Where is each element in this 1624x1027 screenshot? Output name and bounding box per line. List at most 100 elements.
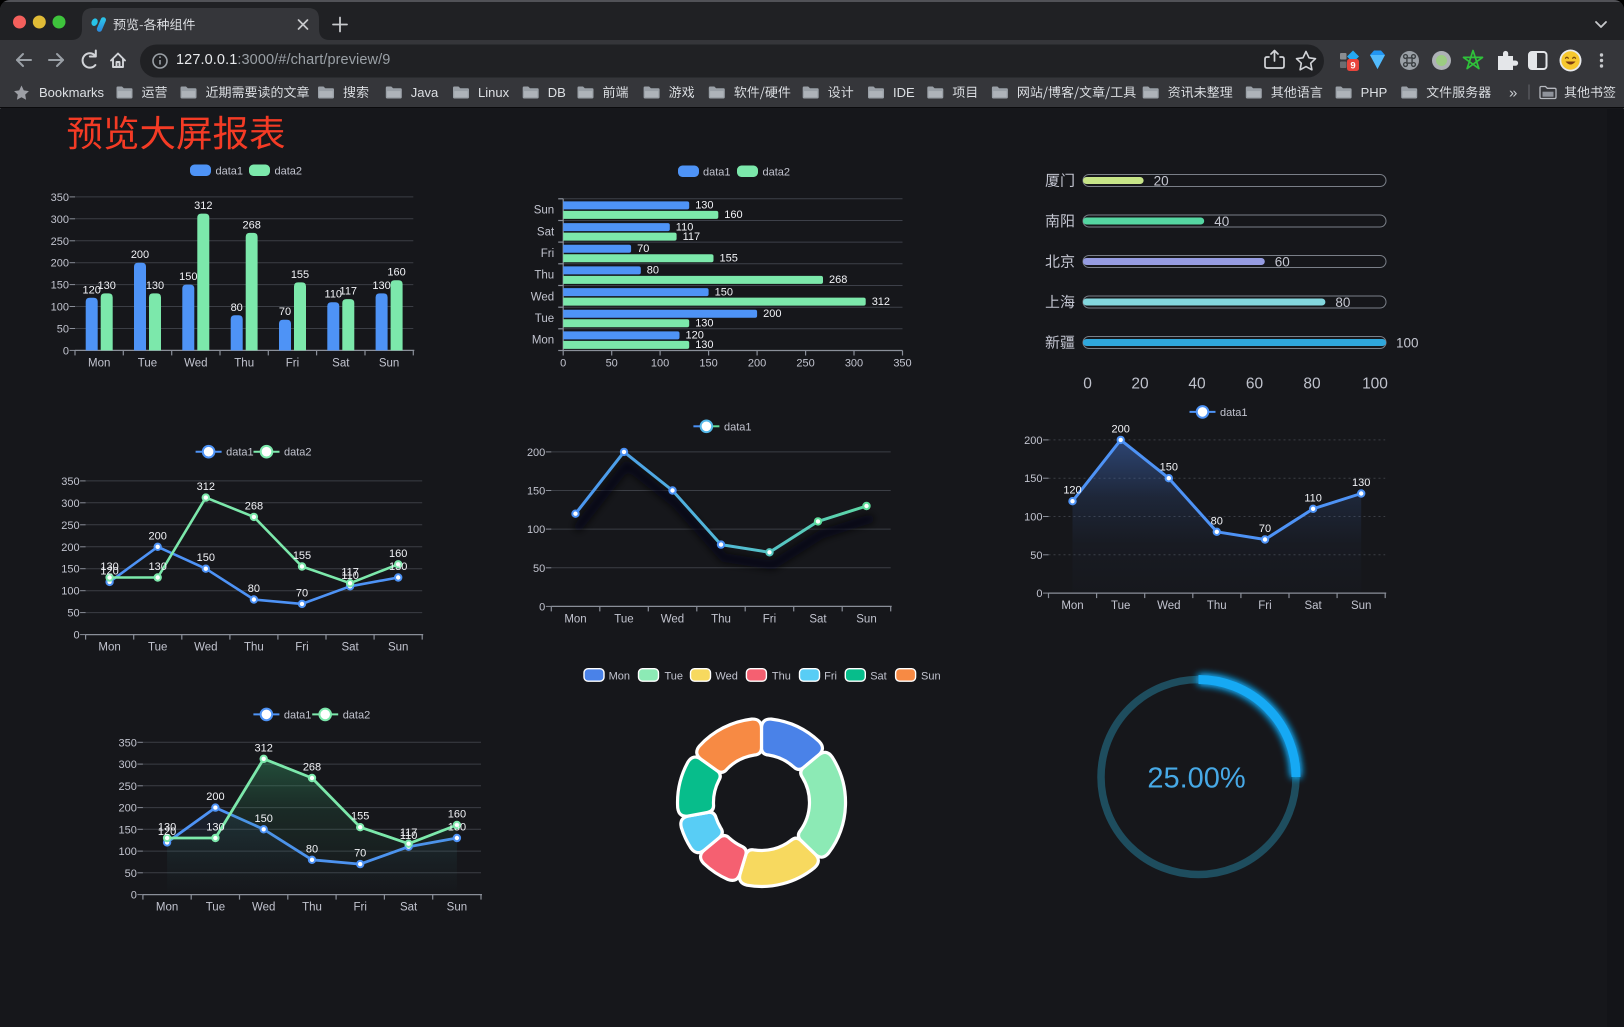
svg-text:Sun: Sun <box>534 205 554 217</box>
svg-text:data2: data2 <box>284 447 312 459</box>
svg-text:50: 50 <box>606 358 618 370</box>
svg-text:200: 200 <box>61 542 79 554</box>
svg-text:100: 100 <box>1396 336 1419 351</box>
svg-text:130: 130 <box>206 822 224 834</box>
svg-text:120: 120 <box>158 826 176 838</box>
svg-text:Sat: Sat <box>400 902 418 914</box>
svg-text:312: 312 <box>197 481 215 493</box>
svg-text:100: 100 <box>651 358 669 370</box>
svg-text:160: 160 <box>389 548 407 560</box>
svg-text:50: 50 <box>125 868 137 880</box>
svg-text:Sat: Sat <box>809 613 827 625</box>
svg-text:130: 130 <box>146 280 164 292</box>
svg-text:0: 0 <box>1083 376 1092 393</box>
svg-text:130: 130 <box>1352 477 1370 489</box>
svg-text:350: 350 <box>119 737 137 749</box>
svg-text:Fri: Fri <box>295 642 308 654</box>
svg-text:Thu: Thu <box>711 613 731 625</box>
svg-text:70: 70 <box>279 306 291 318</box>
svg-text:110: 110 <box>676 221 694 233</box>
svg-text:200: 200 <box>748 358 766 370</box>
svg-text:Java: Java <box>411 85 439 100</box>
svg-text:data1: data1 <box>226 447 254 459</box>
svg-text:Thu: Thu <box>772 670 791 682</box>
svg-text:PHP: PHP <box>1361 85 1388 100</box>
svg-text:Tue: Tue <box>148 642 167 654</box>
svg-text:data2: data2 <box>275 166 303 178</box>
svg-text:Thu: Thu <box>302 902 322 914</box>
svg-text:70: 70 <box>637 243 649 255</box>
svg-text:DB: DB <box>548 85 566 100</box>
svg-text:Sun: Sun <box>447 902 467 914</box>
svg-text:Bookmarks: Bookmarks <box>39 85 105 100</box>
svg-text:Sun: Sun <box>921 670 941 682</box>
svg-text:130: 130 <box>372 280 390 292</box>
svg-text:300: 300 <box>51 214 69 226</box>
svg-text:150: 150 <box>715 286 733 298</box>
svg-text:200: 200 <box>1112 423 1130 435</box>
svg-text:150: 150 <box>255 813 273 825</box>
svg-text:155: 155 <box>720 252 738 264</box>
svg-text:250: 250 <box>61 520 79 532</box>
svg-text:350: 350 <box>51 192 69 204</box>
svg-text:80: 80 <box>231 302 243 314</box>
svg-text:150: 150 <box>179 271 197 283</box>
svg-text:40: 40 <box>1214 214 1229 229</box>
svg-text:268: 268 <box>243 219 261 231</box>
svg-text:Tue: Tue <box>665 670 684 682</box>
svg-text:20: 20 <box>1154 174 1169 189</box>
svg-text:0: 0 <box>73 630 79 642</box>
svg-text:155: 155 <box>291 269 309 281</box>
svg-text:Sun: Sun <box>856 613 876 625</box>
svg-text:0: 0 <box>63 345 69 357</box>
svg-text:Tue: Tue <box>138 357 157 369</box>
svg-text:0: 0 <box>1036 588 1042 600</box>
svg-text:130: 130 <box>158 822 176 834</box>
svg-text:Sun: Sun <box>388 642 408 654</box>
svg-text:Mon: Mon <box>98 642 120 654</box>
svg-text:150: 150 <box>699 358 717 370</box>
svg-text:40: 40 <box>1188 376 1206 393</box>
svg-text:110: 110 <box>400 830 418 842</box>
svg-text:Mon: Mon <box>532 335 554 347</box>
svg-text:155: 155 <box>351 811 369 823</box>
svg-text:Thu: Thu <box>1207 600 1227 612</box>
svg-text:200: 200 <box>131 249 149 261</box>
svg-text:Mon: Mon <box>564 613 586 625</box>
svg-text:Sat: Sat <box>537 226 555 238</box>
svg-text:117: 117 <box>683 231 701 243</box>
svg-text:Sat: Sat <box>341 642 359 654</box>
svg-text:100: 100 <box>51 302 69 314</box>
svg-text:110: 110 <box>325 289 343 301</box>
svg-text:80: 80 <box>306 843 318 855</box>
svg-text:150: 150 <box>119 824 137 836</box>
svg-text:0: 0 <box>560 358 566 370</box>
svg-text:250: 250 <box>796 358 814 370</box>
svg-text:Fri: Fri <box>824 670 837 682</box>
svg-text:300: 300 <box>845 358 863 370</box>
svg-text:data1: data1 <box>284 709 312 721</box>
svg-text:250: 250 <box>119 781 137 793</box>
svg-text:200: 200 <box>1024 435 1042 447</box>
svg-text:130: 130 <box>695 339 713 351</box>
svg-text:Fri: Fri <box>1258 600 1271 612</box>
svg-text:130: 130 <box>389 561 407 573</box>
svg-text:150: 150 <box>527 486 545 498</box>
svg-text:268: 268 <box>303 762 321 774</box>
svg-text:130: 130 <box>149 561 167 573</box>
svg-text:Mon: Mon <box>1061 600 1083 612</box>
svg-text:50: 50 <box>57 324 69 336</box>
svg-text:200: 200 <box>149 530 167 542</box>
svg-text:Sat: Sat <box>870 670 887 682</box>
svg-text:50: 50 <box>1030 550 1042 562</box>
svg-text:Linux: Linux <box>478 85 510 100</box>
svg-text:50: 50 <box>67 608 79 620</box>
svg-text:117: 117 <box>341 567 359 579</box>
svg-text:200: 200 <box>206 791 224 803</box>
svg-text:200: 200 <box>527 447 545 459</box>
svg-text:155: 155 <box>293 550 311 562</box>
svg-text:Mon: Mon <box>609 670 630 682</box>
svg-text:80: 80 <box>1335 295 1350 310</box>
svg-text:350: 350 <box>893 358 911 370</box>
svg-text:110: 110 <box>341 570 359 582</box>
